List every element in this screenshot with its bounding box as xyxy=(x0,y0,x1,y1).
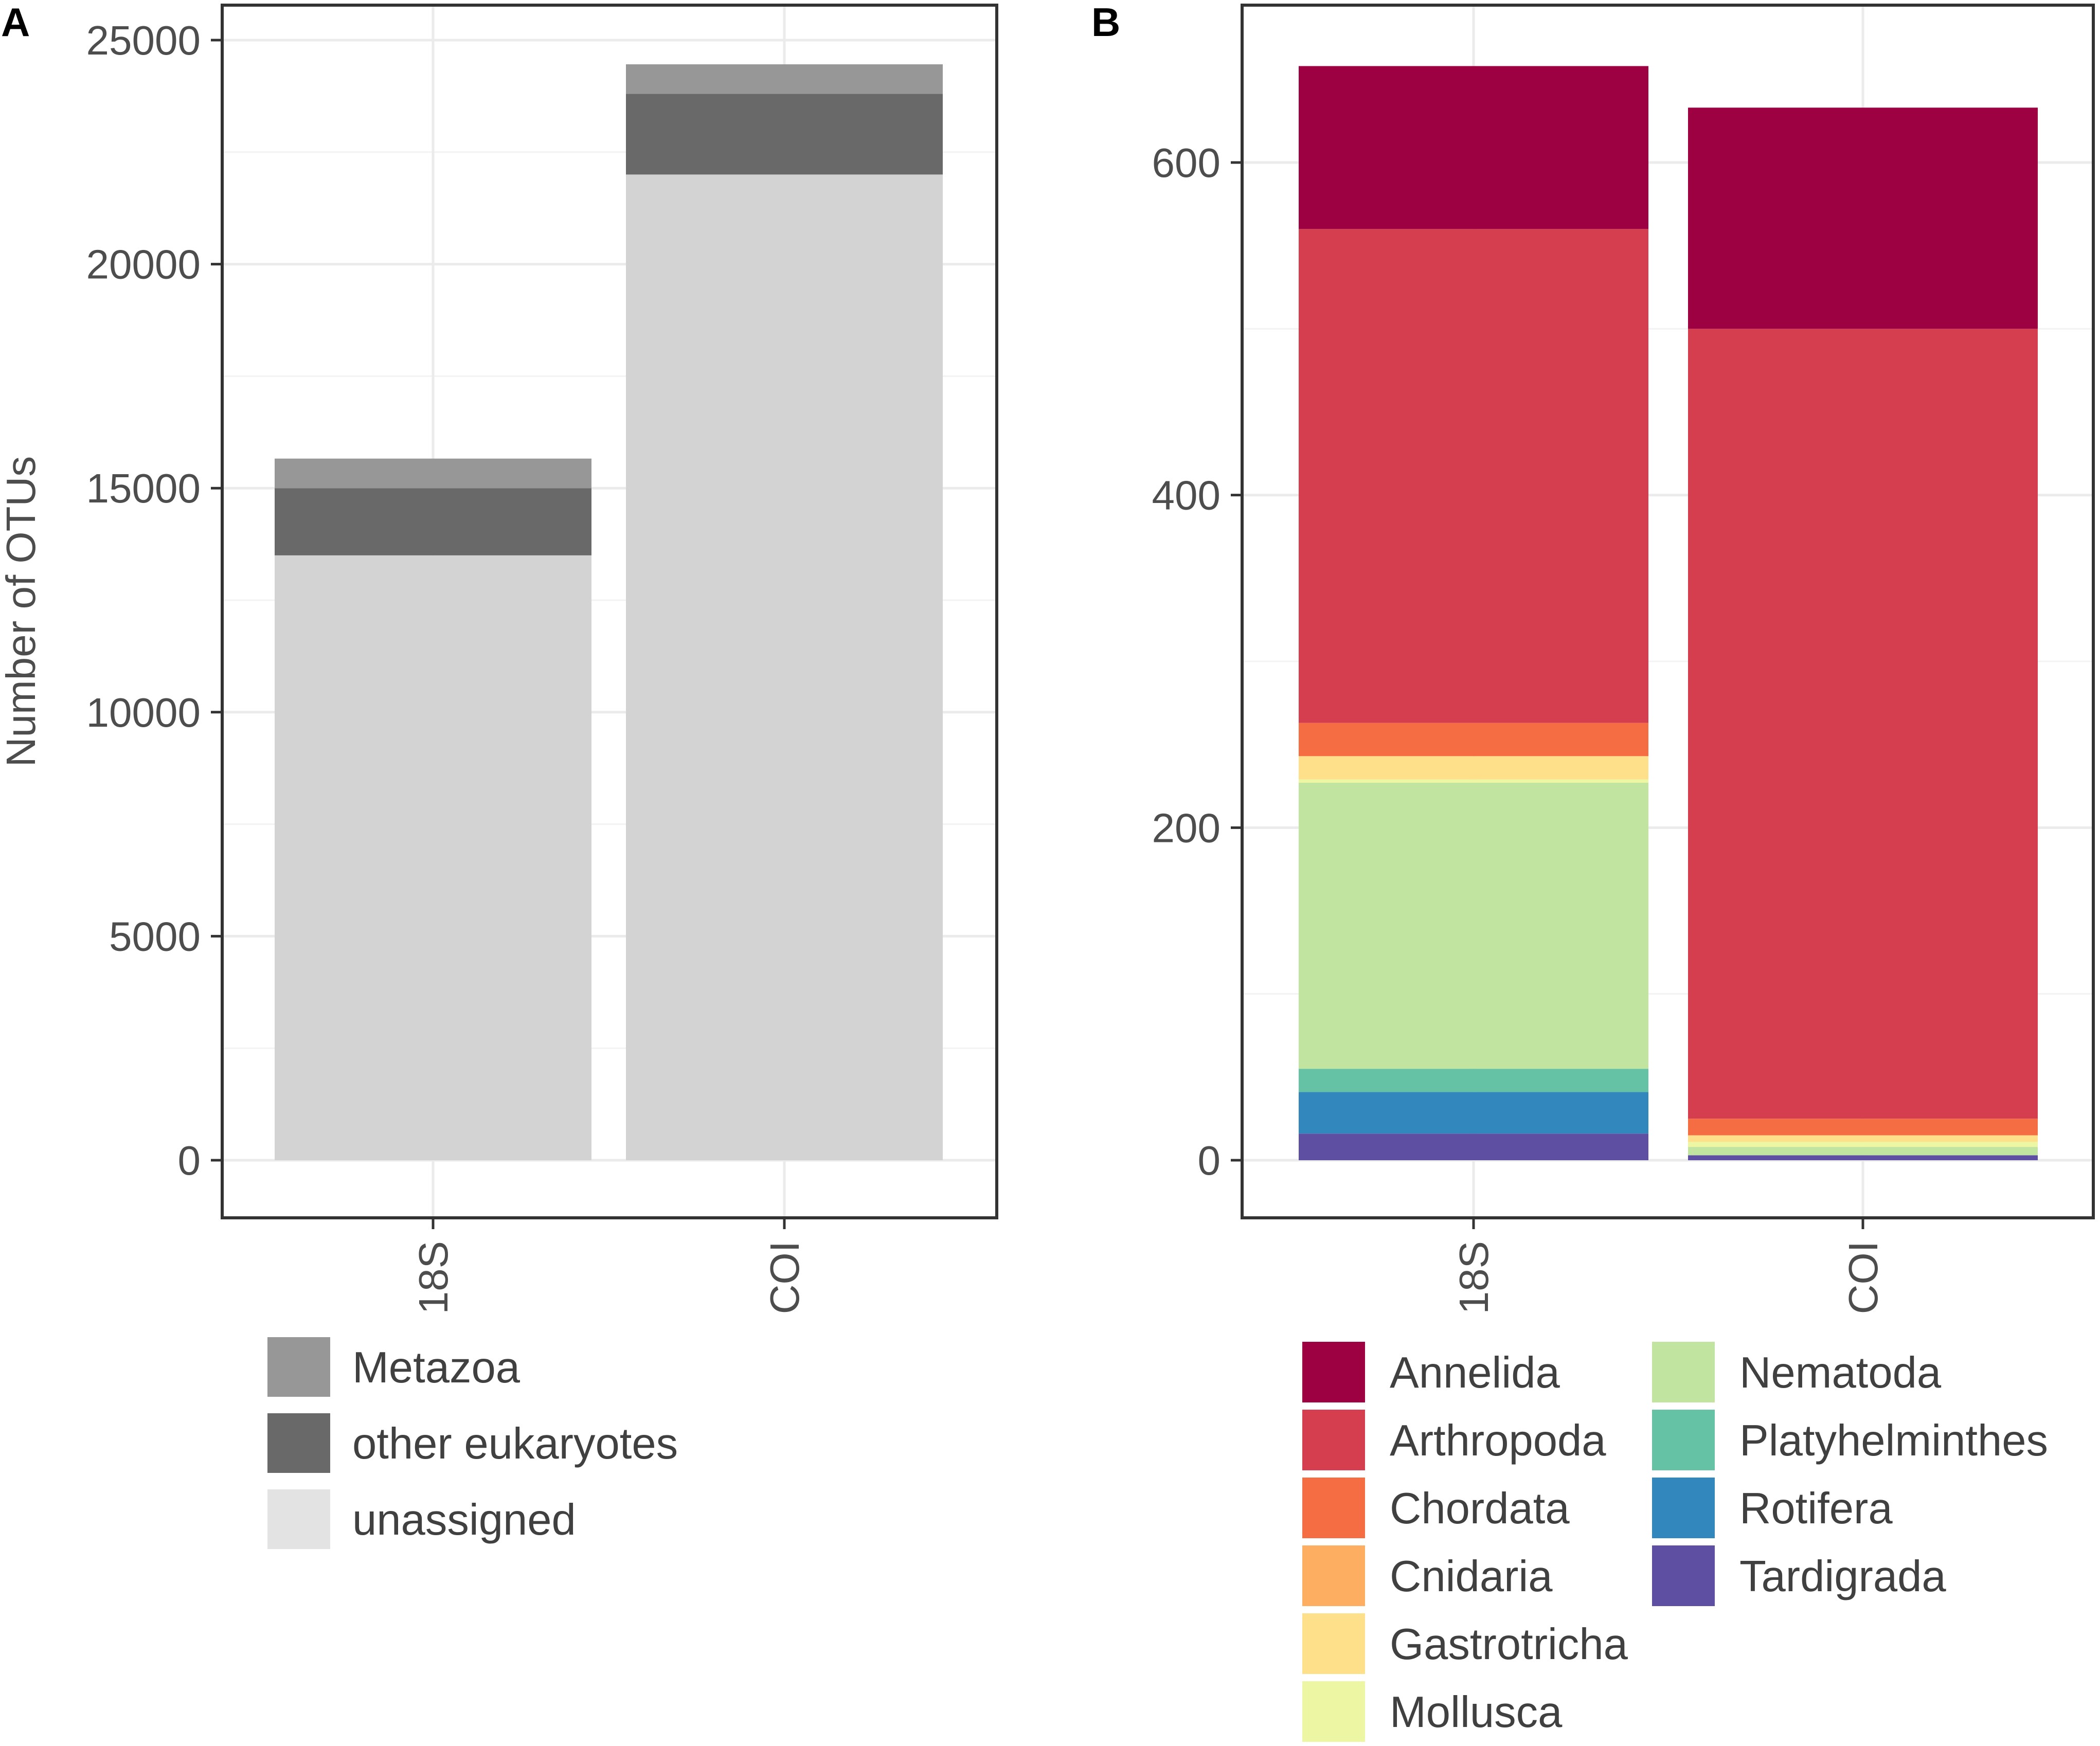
legend-label: Rotifera xyxy=(1739,1484,1893,1533)
legend-item-annelida: Annelida xyxy=(1302,1342,1560,1402)
bar-arthropoda-18s xyxy=(1299,229,1648,723)
legend-item-mollusca: Mollusca xyxy=(1302,1681,1563,1742)
legend-label: other eukaryotes xyxy=(352,1419,678,1468)
legend-label: Nematoda xyxy=(1739,1348,1942,1397)
bar-metazoa-coi xyxy=(626,64,943,94)
legend-item-rotifera: Rotifera xyxy=(1652,1478,1893,1538)
y-tick-label: 600 xyxy=(1152,140,1220,186)
legend-label: Gastrotricha xyxy=(1390,1620,1628,1669)
legend-swatch xyxy=(267,1489,330,1549)
legend-label: unassigned xyxy=(352,1496,576,1544)
bar-nematoda-18s xyxy=(1299,783,1648,1069)
y-tick-label: 25000 xyxy=(86,17,201,63)
bar-chordata-coi xyxy=(1688,1119,2038,1136)
bar-nematoda-coi xyxy=(1688,1147,2038,1156)
legend-item-arthropoda: Arthropoda xyxy=(1302,1410,1606,1470)
legend-swatch xyxy=(1302,1410,1365,1470)
y-tick-label: 10000 xyxy=(86,690,201,735)
legend-item-platyhelminthes: Platyhelminthes xyxy=(1652,1410,2048,1470)
legend-label: Platyhelminthes xyxy=(1739,1416,2048,1465)
bar-tardigrada-18s xyxy=(1299,1133,1648,1160)
bar-tardigrada-coi xyxy=(1688,1155,2038,1160)
legend-swatch xyxy=(1652,1478,1715,1538)
legend: Metazoa other eukaryotes unassigned xyxy=(267,1337,678,1549)
legend-swatch xyxy=(1302,1545,1365,1606)
legend-swatch xyxy=(1652,1342,1715,1402)
x-tick-label-coi: COI xyxy=(762,1241,807,1314)
legend-swatch xyxy=(1302,1478,1365,1538)
legend-label: Arthropoda xyxy=(1390,1416,1606,1465)
legend-item-other-eukaryotes: other eukaryotes xyxy=(267,1413,678,1473)
legend: Annelida Arthropoda Chordata Cnidaria Gastro… xyxy=(1302,1342,2048,1742)
panel-label: B xyxy=(1091,0,1120,45)
x-tick-label-18s: 18S xyxy=(410,1241,456,1314)
y-tick-label: 0 xyxy=(178,1138,201,1183)
panel-border xyxy=(221,4,998,1219)
y-tick-label: 400 xyxy=(1152,473,1220,518)
y-tick-label: 20000 xyxy=(86,242,201,287)
bar-other-eukaryotes-18s xyxy=(275,488,591,555)
legend-item-nematoda: Nematoda xyxy=(1652,1342,1942,1402)
bar-annelida-18s xyxy=(1299,66,1648,229)
legend-swatch xyxy=(267,1337,330,1397)
bar-metazoa-18s xyxy=(275,458,591,489)
legend-label: Metazoa xyxy=(352,1343,520,1392)
panel-label: A xyxy=(1,0,30,45)
legend-item-chordata: Chordata xyxy=(1302,1478,1570,1538)
y-axis-title: Number of OTUs xyxy=(0,456,44,767)
legend-label: Annelida xyxy=(1390,1348,1560,1397)
panel-b: B 0 200 400 600 18S COI Annelida Arthropoda Chord… xyxy=(1091,0,2095,1742)
legend-label: Cnidaria xyxy=(1390,1552,1553,1601)
legend-item-gastrotricha: Gastrotricha xyxy=(1302,1613,1628,1674)
panel-border xyxy=(1241,4,2095,1219)
bar-gastrotricha-18s xyxy=(1299,756,1648,780)
bar-chordata-18s xyxy=(1299,723,1648,757)
bar-gastrotricha-coi xyxy=(1688,1135,2038,1142)
bar-mollusca-18s xyxy=(1299,779,1648,783)
legend-swatch xyxy=(267,1413,330,1473)
legend-item-tardigrada: Tardigrada xyxy=(1652,1545,1946,1606)
legend-item-cnidaria: Cnidaria xyxy=(1302,1545,1553,1606)
bar-other-eukaryotes-coi xyxy=(626,94,943,175)
legend-swatch xyxy=(1652,1545,1715,1606)
y-tick-label: 5000 xyxy=(109,913,201,959)
panel-a: A 0 5000 10000 15000 20000 25000 18S COI Number o… xyxy=(0,0,998,1549)
bar-platyhelminthes-18s xyxy=(1299,1069,1648,1092)
legend-swatch xyxy=(1302,1681,1365,1742)
legend-label: Tardigrada xyxy=(1739,1552,1946,1601)
legend-label: Mollusca xyxy=(1390,1688,1563,1737)
legend-item-unassigned: unassigned xyxy=(267,1489,576,1549)
bar-unassigned-coi xyxy=(626,174,943,1160)
x-tick-label-18s: 18S xyxy=(1451,1241,1497,1314)
y-tick-label: 15000 xyxy=(86,465,201,511)
bar-arthropoda-coi xyxy=(1688,329,2038,1119)
legend-swatch xyxy=(1302,1613,1365,1674)
bar-mollusca-coi xyxy=(1688,1142,2038,1147)
legend-swatch xyxy=(1652,1410,1715,1470)
bar-rotifera-18s xyxy=(1299,1092,1648,1134)
y-tick-label: 200 xyxy=(1152,805,1220,851)
legend-swatch xyxy=(1302,1342,1365,1402)
y-tick-label: 0 xyxy=(1198,1138,1221,1183)
x-tick-label-coi: COI xyxy=(1840,1241,1886,1314)
legend-label: Chordata xyxy=(1390,1484,1570,1533)
bar-annelida-coi xyxy=(1688,107,2038,329)
bar-unassigned-18s xyxy=(275,555,591,1160)
legend-item-metazoa: Metazoa xyxy=(267,1337,520,1397)
